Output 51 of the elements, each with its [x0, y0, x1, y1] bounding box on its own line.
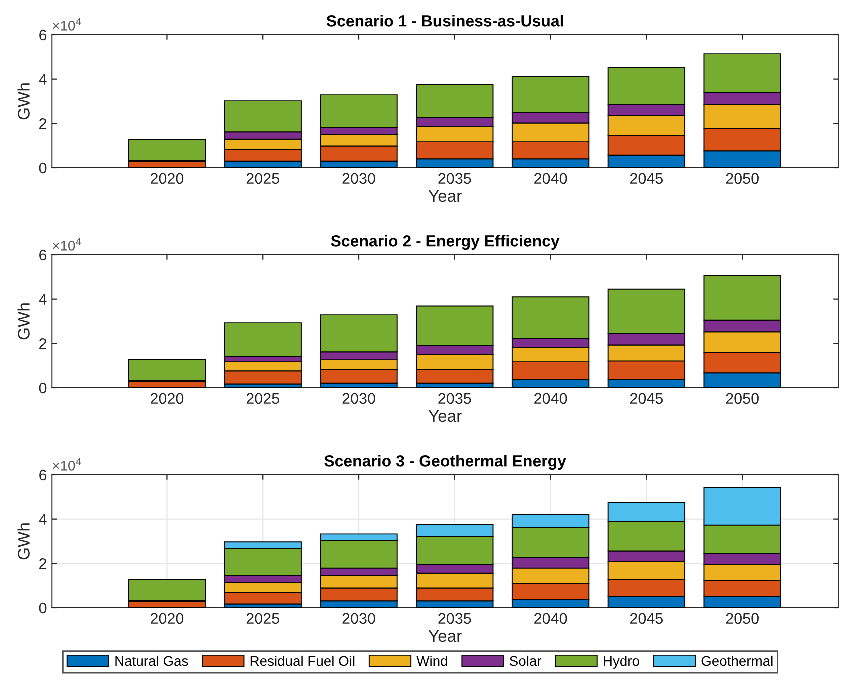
text: ×10$^{4}$: [53, 458, 82, 471]
legend-label: Solar: [510, 656, 542, 666]
legend-label: Residual Fuel Oil: [250, 656, 355, 666]
x-tick-label: 2020: [150, 393, 184, 404]
x-tick-label: 2050: [726, 393, 759, 404]
x-tick-label: 2035: [438, 613, 472, 624]
x-tick-label: 2045: [630, 393, 664, 404]
y-axis-title: GWh: [18, 304, 30, 340]
text: ×10$^{4}$: [53, 18, 82, 31]
y-tick-label: 4: [39, 294, 47, 305]
y-tick-label: 2: [40, 558, 47, 570]
y-tick-label: 6: [40, 470, 47, 481]
legend-label: Geothermal: [702, 656, 773, 666]
y-tick-label: 0: [39, 602, 47, 614]
x-tick-label: 2045: [630, 173, 664, 184]
y-tick-label: 4: [39, 514, 47, 525]
legend-label: Hydro: [604, 656, 640, 669]
x-tick-label: 2025: [246, 613, 280, 624]
y-tick-label: 6: [40, 250, 47, 261]
x-tick-label: 2025: [246, 393, 280, 404]
x-tick-label: 2030: [342, 173, 376, 184]
chart-title: Scenario 3 - Geothermal Energy: [324, 455, 566, 470]
y-tick-label: 4: [39, 74, 47, 85]
y-axis-title: GWh: [18, 84, 30, 120]
text: ×10$^{4}$: [53, 238, 82, 251]
x-tick-label: 2040: [534, 613, 568, 624]
x-tick-label: 2050: [726, 613, 759, 624]
x-tick-label: 2035: [438, 393, 472, 404]
y-tick-label: 2: [40, 338, 47, 350]
chart-title: Scenario 1 - Business-as-Usual: [326, 15, 564, 27]
x-tick-label: 2020: [150, 613, 184, 624]
y-tick-label: 2: [40, 118, 47, 130]
x-tick-label: 2020: [150, 173, 184, 184]
x-axis-title: Year: [428, 410, 462, 422]
y-axis-title: GWh: [18, 524, 30, 560]
x-tick-label: 2050: [726, 173, 759, 184]
x-tick-label: 2030: [342, 613, 376, 624]
x-axis-title: Year: [428, 190, 462, 202]
y-tick-label: 0: [39, 162, 47, 174]
x-tick-label: 2035: [438, 173, 472, 184]
chart-title: Scenario 2 - Energy Efficiency: [331, 235, 560, 250]
x-tick-label: 2040: [534, 173, 568, 184]
x-tick-label: 2030: [342, 393, 376, 404]
legend-label: Wind: [416, 656, 448, 666]
y-tick-label: 6: [40, 30, 47, 41]
legend-label: Natural Gas: [116, 656, 188, 666]
x-tick-label: 2045: [630, 613, 664, 624]
x-tick-label: 2040: [534, 393, 568, 404]
x-axis-title: Year: [428, 630, 462, 642]
y-tick-label: 0: [39, 382, 47, 394]
x-tick-label: 2025: [246, 173, 280, 184]
